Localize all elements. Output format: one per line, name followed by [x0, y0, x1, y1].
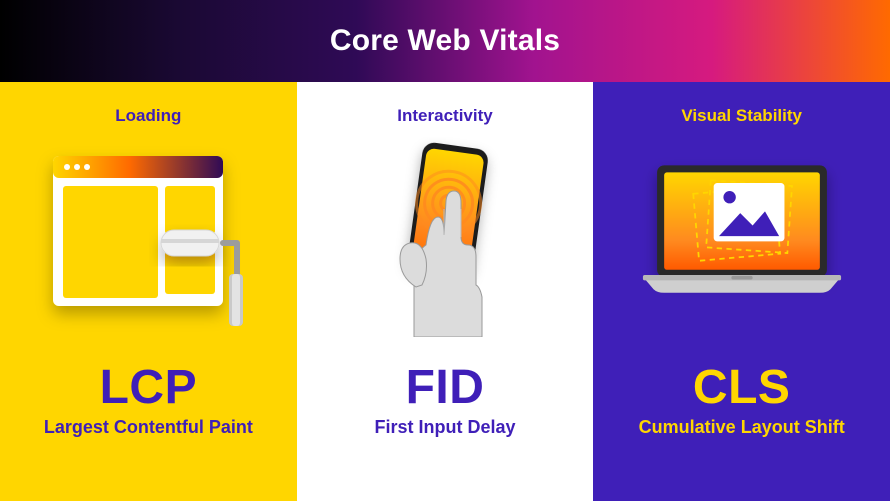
panel-acronym: LCP	[100, 360, 198, 415]
panel-label: Visual Stability	[681, 106, 802, 126]
panel-fullname: First Input Delay	[374, 417, 515, 438]
panel-fid: Interactivity	[297, 82, 594, 501]
panel-label: Loading	[115, 106, 181, 126]
cls-illustration	[627, 142, 857, 332]
header: Core Web Vitals	[0, 0, 890, 82]
page-title: Core Web Vitals	[330, 24, 560, 58]
panel-fullname: Largest Contentful Paint	[44, 417, 253, 438]
panel-label: Interactivity	[397, 106, 492, 126]
panel-fullname: Cumulative Layout Shift	[639, 417, 845, 438]
panels-row: Loading	[0, 82, 890, 501]
fid-illustration	[330, 142, 560, 332]
panel-acronym: FID	[406, 360, 485, 415]
infographic: Core Web Vitals Loading	[0, 0, 890, 501]
panel-acronym: CLS	[693, 360, 791, 415]
lcp-illustration	[33, 142, 263, 332]
panel-cls: Visual Stability	[593, 82, 890, 501]
panel-lcp: Loading	[0, 82, 297, 501]
